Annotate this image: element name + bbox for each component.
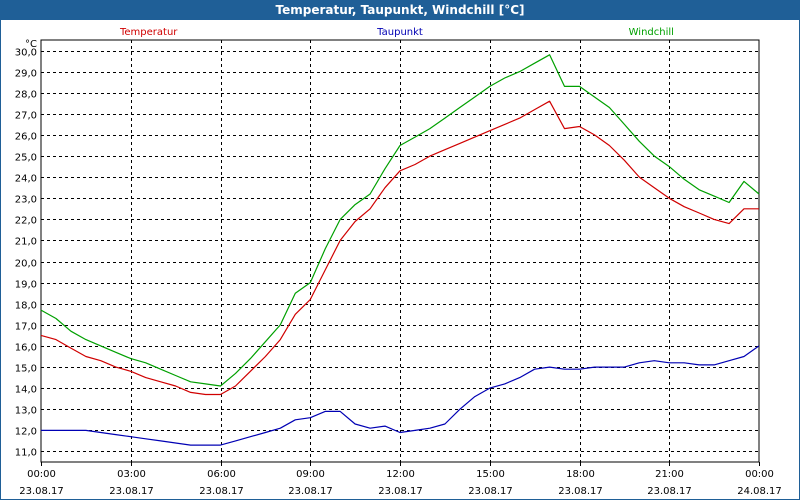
x-tick-time: 15:00	[476, 469, 505, 480]
y-tick-label: 12,0	[15, 427, 37, 438]
legend-taupunkt: Taupunkt	[376, 27, 423, 38]
line-chart: 11,0 12,0 13,0 14,0 15,0 16,0 17,0 18,0 19,0 20,0…	[15, 27, 782, 497]
series-line-taupunkt	[41, 345, 760, 446]
y-tick-label: 15,0	[15, 364, 37, 375]
x-tick-date: 24.08.17	[737, 486, 782, 497]
x-tick-date: 23.08.17	[288, 486, 333, 497]
x-tick-date: 23.08.17	[109, 486, 154, 497]
x-tick-time: 18:00	[566, 469, 595, 480]
y-tick-label: 29,0	[15, 69, 37, 80]
y-tick-label: 18,0	[15, 301, 37, 312]
x-tick-time: 00:00	[27, 469, 56, 480]
x-tick-time: 00:00	[745, 469, 774, 480]
y-tick-label: 20,0	[15, 259, 37, 270]
y-tick-label: 26,0	[15, 132, 37, 143]
x-tick-date: 23.08.17	[378, 486, 423, 497]
y-tick-label: 28,0	[15, 90, 37, 101]
y-tick-label: 17,0	[15, 322, 37, 333]
y-tick-label: 16,0	[15, 343, 37, 354]
legend-windchill: Windchill	[629, 27, 674, 38]
x-tick-date: 23.08.17	[19, 486, 64, 497]
x-tick-time: 12:00	[386, 469, 415, 480]
x-tick-date: 23.08.17	[468, 486, 513, 497]
x-tick-date: 23.08.17	[647, 486, 692, 497]
y-tick-label: 19,0	[15, 280, 37, 291]
y-tick-label: 25,0	[15, 153, 37, 164]
series-line-windchill	[40, 54, 760, 387]
x-tick-time: 03:00	[117, 469, 146, 480]
y-tick-label: 11,0	[15, 448, 37, 459]
y-tick-label: 24,0	[15, 174, 37, 185]
x-tick-time: 21:00	[655, 469, 684, 480]
y-tick-label: 30,0	[15, 48, 37, 59]
x-tick-time: 06:00	[207, 469, 236, 480]
y-tick-label: 22,0	[15, 216, 37, 227]
x-tick-date: 23.08.17	[558, 486, 603, 497]
y-tick-label: 14,0	[15, 385, 37, 396]
y-tick-label: 23,0	[15, 195, 37, 206]
x-tick-date: 23.08.17	[199, 486, 244, 497]
y-tick-label: 21,0	[15, 237, 37, 248]
y-tick-label: 27,0	[15, 111, 37, 122]
window-title: Temperatur, Taupunkt, Windchill [°C]	[1, 1, 799, 20]
series-line-temperatur	[40, 100, 759, 396]
x-tick-time: 09:00	[296, 469, 325, 480]
y-axis-unit: °C	[25, 39, 37, 50]
y-tick-label: 13,0	[15, 406, 37, 417]
legend-temperatur: Temperatur	[119, 27, 178, 38]
